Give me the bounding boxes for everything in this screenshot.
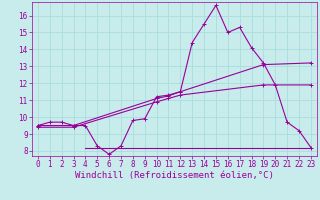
- X-axis label: Windchill (Refroidissement éolien,°C): Windchill (Refroidissement éolien,°C): [75, 171, 274, 180]
